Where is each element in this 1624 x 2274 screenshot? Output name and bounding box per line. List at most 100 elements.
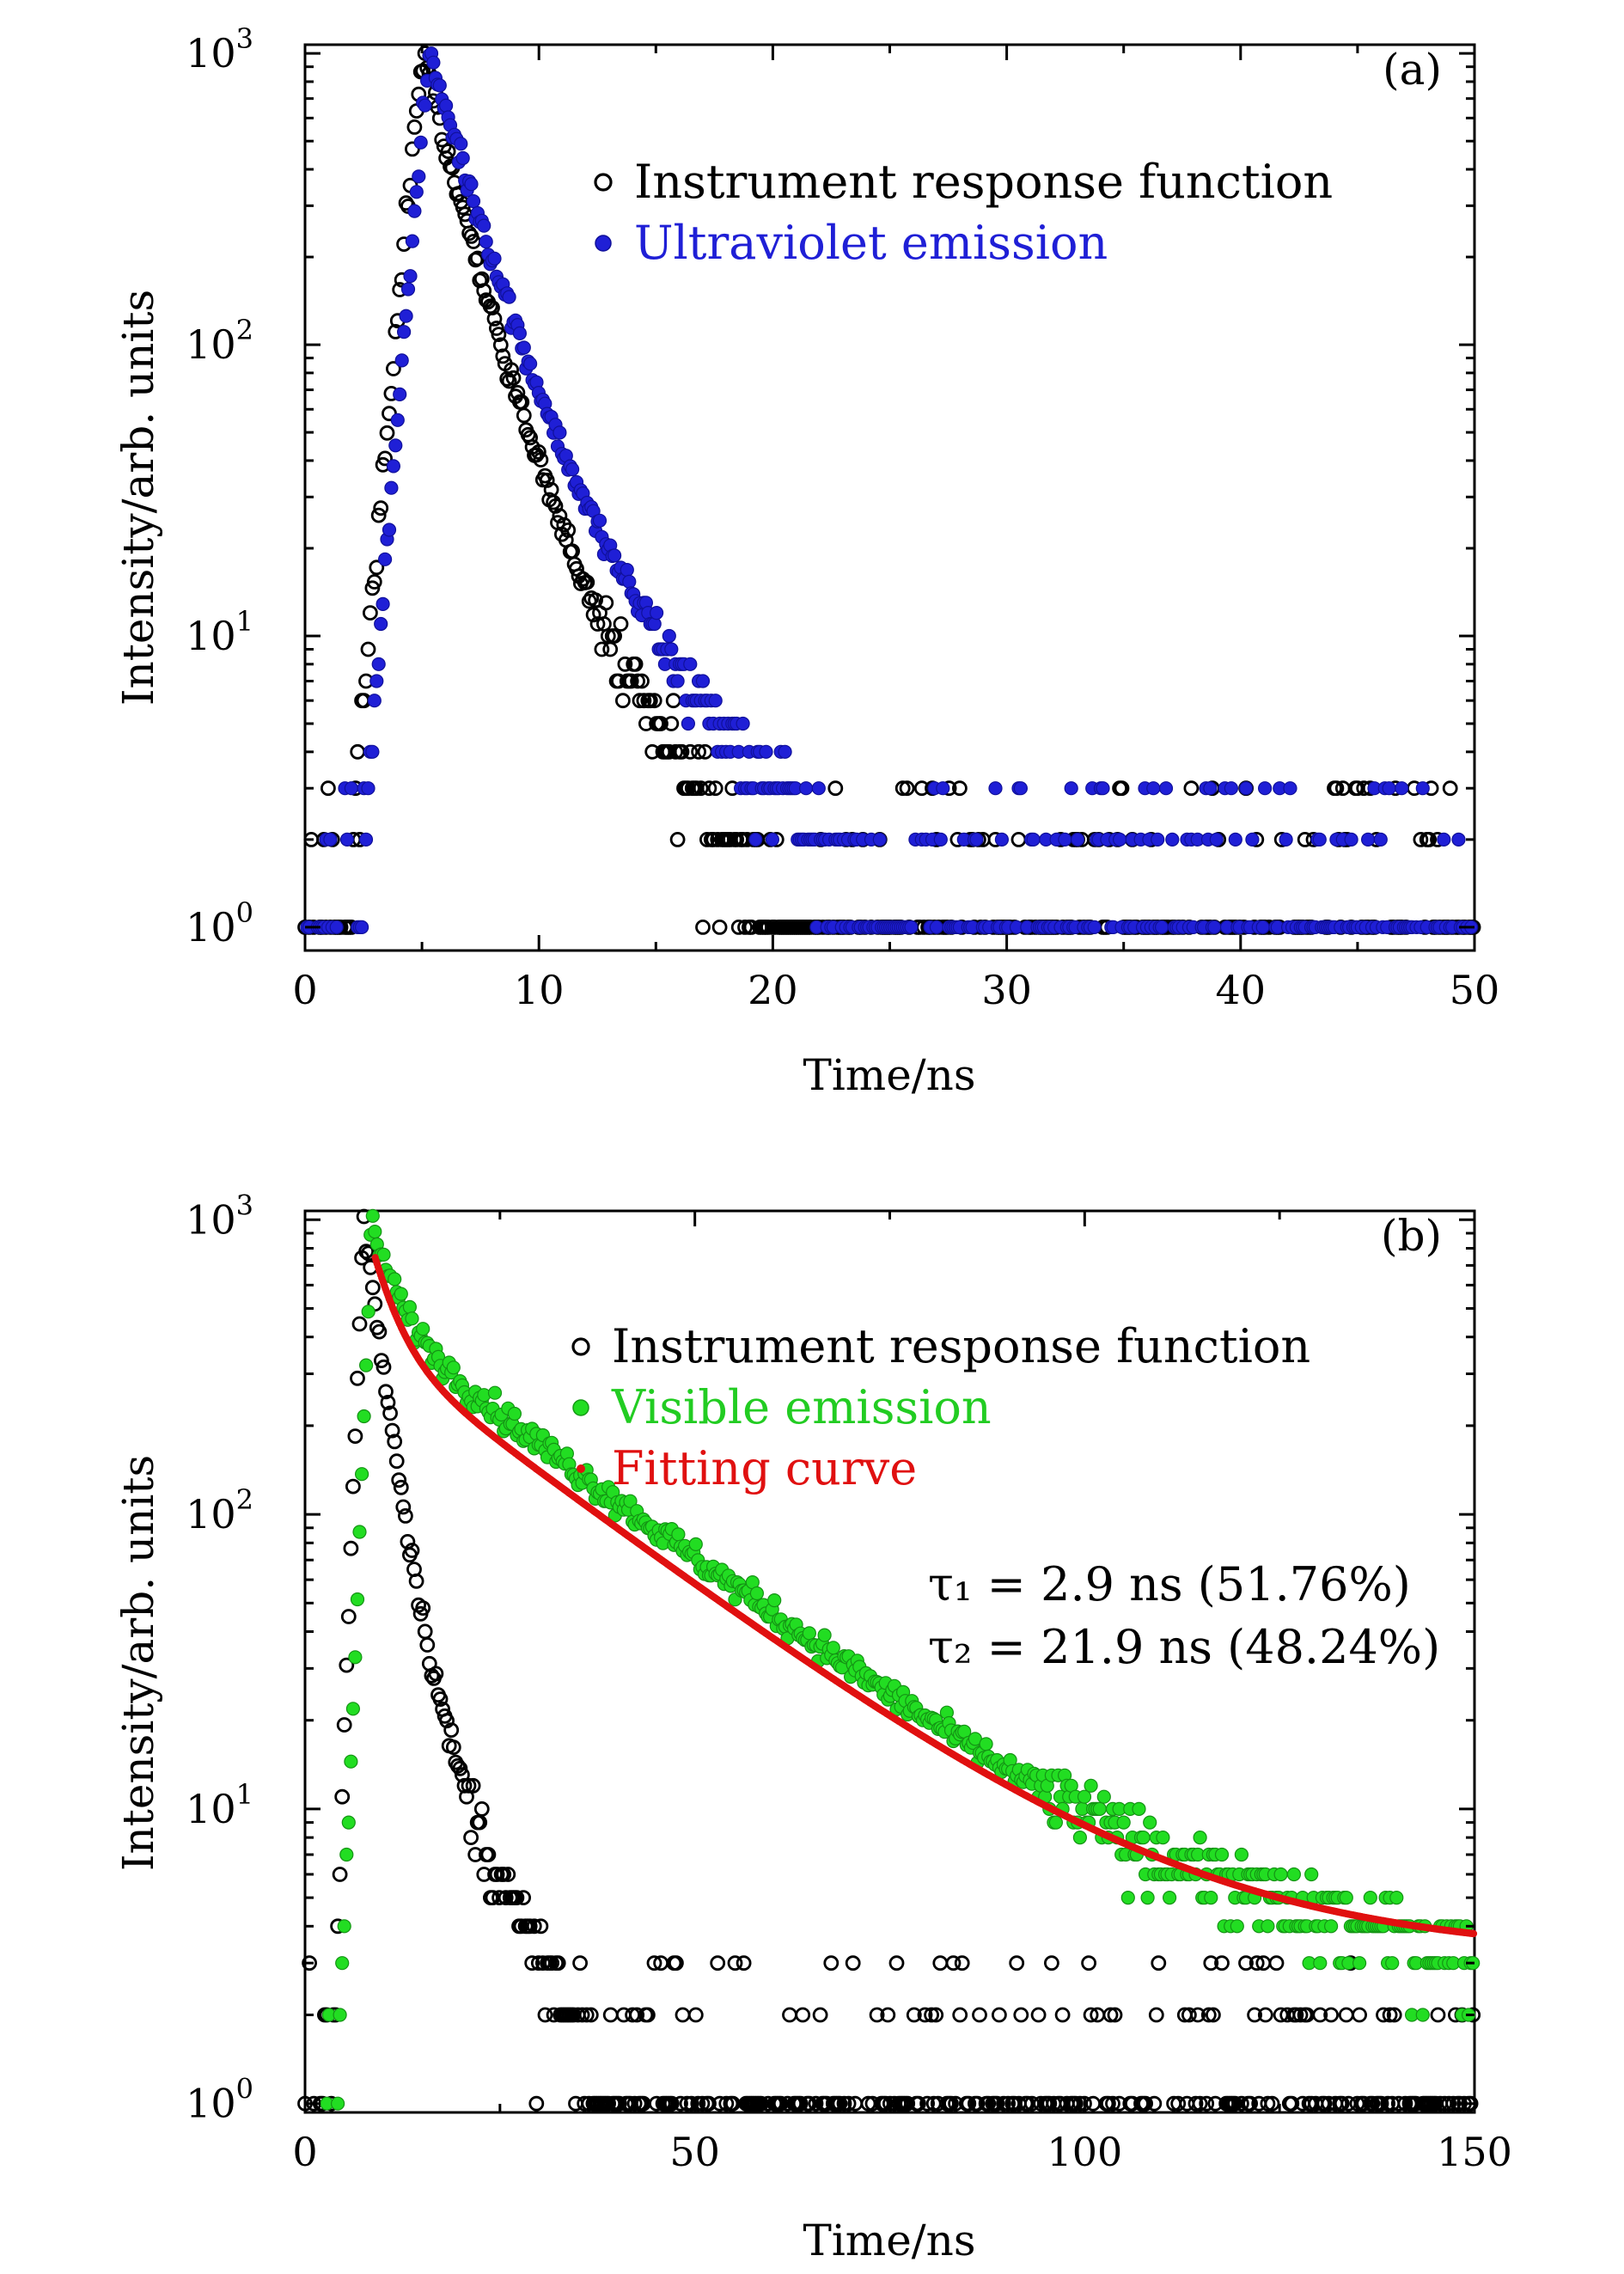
instrument-response-function-point — [463, 1830, 479, 1846]
visible-emission-point — [1077, 1789, 1092, 1804]
instrument-response-function-point — [943, 2095, 959, 2112]
tau1-annotation: τ₁ = 2.9 ns (51.76%) — [928, 1557, 1411, 1611]
instrument-response-function-point — [1413, 832, 1429, 847]
visible-emission-point — [1214, 1847, 1230, 1862]
ultraviolet-emission-point — [565, 462, 580, 477]
visible-emission-point — [1286, 1867, 1302, 1882]
ultraviolet-emission-point — [393, 387, 407, 401]
instrument-response-function-point — [443, 1722, 460, 1738]
ultraviolet-emission-point — [1360, 832, 1376, 847]
ultraviolet-emission-point — [664, 642, 679, 657]
instrument-response-function-point — [924, 2007, 939, 2023]
instrument-response-function-point — [693, 780, 709, 797]
instrument-response-function-point — [602, 2007, 619, 2023]
instrument-response-function-point — [419, 1637, 436, 1653]
instrument-response-function-point — [992, 2007, 1007, 2023]
ultraviolet-emission-point — [464, 177, 479, 192]
legend-b-fit-label: Fitting curve — [612, 1441, 917, 1495]
ultraviolet-emission-point — [367, 694, 382, 708]
instrument-response-function-point — [387, 1433, 403, 1450]
visible-emission-point — [365, 1208, 380, 1223]
instrument-response-function-point — [736, 1955, 752, 1971]
visible-emission-point — [1234, 1847, 1249, 1862]
ultraviolet-emission-point — [670, 674, 685, 688]
instrument-response-function-point — [669, 1955, 684, 1971]
instrument-response-function-point — [373, 1353, 389, 1368]
visible-emission-point — [1140, 1891, 1155, 1905]
instrument-response-function-point — [699, 832, 715, 847]
visible-emission-point — [1273, 1867, 1288, 1882]
ultraviolet-emission-point — [502, 290, 516, 304]
ultraviolet-emission-point — [1203, 781, 1218, 796]
ultraviolet-emission-point — [409, 185, 424, 199]
instrument-response-function-point — [996, 2095, 1011, 2112]
instrument-response-function-point — [691, 743, 706, 760]
visible-emission-point — [1072, 1831, 1088, 1845]
panel-a-x-tick-label: 20 — [748, 967, 798, 1013]
visible-emission-point — [487, 1385, 503, 1400]
instrument-response-function-point — [456, 1777, 473, 1794]
panel-a: 0 10 20 30 40 50 100 101 102 103 (a) Instrument r… — [113, 22, 1499, 1100]
instrument-response-function-point — [919, 2095, 935, 2112]
instrument-response-function-point — [980, 2095, 997, 2112]
instrument-response-function-point — [1170, 2095, 1187, 2112]
panel-a-y-tick-label: 103 — [186, 22, 253, 76]
visible-emission-point — [1116, 1815, 1131, 1830]
visible-emission-point — [1162, 1891, 1177, 1905]
instrument-response-function-point — [827, 780, 844, 797]
ultraviolet-emission-point — [662, 628, 676, 644]
instrument-response-function-point — [404, 1543, 420, 1558]
instrument-response-function-point — [737, 920, 753, 935]
visible-emission-point — [355, 1467, 369, 1482]
instrument-response-function-point — [945, 1955, 962, 1971]
instrument-response-function-point — [836, 2095, 852, 2112]
tau2-annotation: τ₂ = 21.9 ns (48.24%) — [928, 1620, 1440, 1674]
visible-emission-point — [1339, 1891, 1353, 1905]
ultraviolet-emission-point — [1255, 920, 1270, 935]
ultraviolet-emission-point — [1312, 832, 1327, 847]
ultraviolet-emission-point — [382, 523, 397, 537]
visible-emission-point — [1143, 1815, 1157, 1830]
visible-emission-point — [1048, 1815, 1064, 1830]
visible-emission-point — [345, 1702, 360, 1716]
instrument-response-function-point — [1421, 832, 1438, 847]
instrument-response-function-point — [808, 2095, 824, 2112]
instrument-response-function-point — [408, 1573, 424, 1589]
instrument-response-function-point — [364, 580, 381, 596]
instrument-response-function-point — [668, 743, 684, 760]
visible-emission-point — [359, 1358, 374, 1372]
ultraviolet-emission-point — [344, 781, 358, 796]
ultraviolet-emission-point — [522, 357, 538, 371]
instrument-response-function-point — [792, 2095, 809, 2112]
instrument-response-function-point — [906, 2007, 922, 2023]
fitting-curve-point — [1469, 1929, 1478, 1938]
ultraviolet-emission-point — [1279, 832, 1293, 847]
panel-a-y-axis-title: Intensity/arb. units — [113, 290, 163, 706]
visible-emission-point — [388, 1272, 402, 1287]
instrument-response-function-point — [701, 2095, 717, 2112]
ultraviolet-emission-point — [1026, 832, 1041, 847]
instrument-response-function-point — [528, 2095, 545, 2112]
instrument-response-function-point — [928, 2007, 944, 2023]
instrument-response-function-point — [498, 1890, 514, 1906]
instrument-response-function-point — [690, 2095, 706, 2112]
visible-emission-point — [817, 1628, 832, 1642]
ultraviolet-emission-point — [358, 832, 374, 847]
instrument-response-function-point — [627, 656, 644, 672]
instrument-response-function-point — [1397, 2095, 1413, 2112]
ultraviolet-emission-point — [1257, 781, 1273, 796]
instrument-response-function-point — [486, 310, 503, 327]
instrument-response-function-point — [347, 1428, 363, 1444]
instrument-response-function-point — [1000, 2095, 1016, 2112]
instrument-response-function-point — [673, 2095, 688, 2112]
instrument-response-function-point — [1138, 2095, 1153, 2112]
ultraviolet-emission-point — [438, 98, 454, 113]
instrument-response-function-point — [531, 444, 546, 460]
instrument-response-function-point — [911, 2095, 926, 2112]
panel-a-y-tick-label: 100 — [186, 896, 253, 951]
ultraviolet-emission-point — [607, 548, 622, 563]
instrument-response-function-point — [516, 1890, 531, 1906]
instrument-response-function-point — [509, 1890, 525, 1906]
instrument-response-function-point — [707, 780, 723, 797]
